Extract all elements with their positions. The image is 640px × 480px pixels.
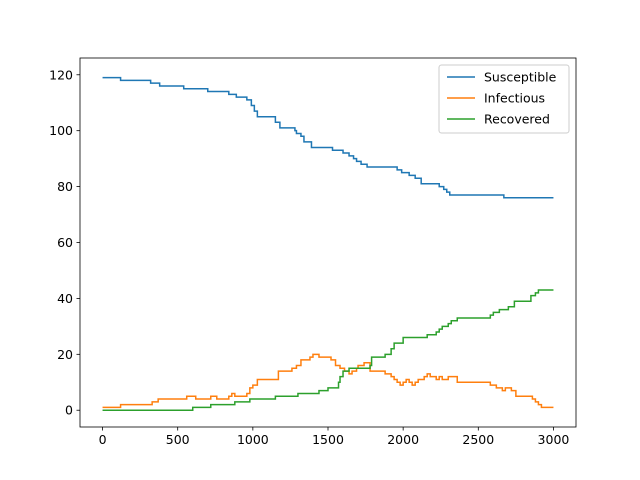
legend: Susceptible Infectious Recovered bbox=[438, 64, 570, 134]
legend-label-infectious: Infectious bbox=[484, 91, 545, 106]
x-tick-label: 2000 bbox=[387, 432, 419, 447]
axes: 0 500 1000 1500 2000 2500 3000 0 20 40 60 80 100 120 bbox=[49, 57, 577, 447]
y-tick-label: 120 bbox=[49, 67, 73, 82]
y-tick-label: 80 bbox=[57, 179, 73, 194]
y-tick-label: 20 bbox=[57, 347, 73, 362]
y-tick-label: 100 bbox=[49, 123, 73, 138]
x-tick-label: 500 bbox=[166, 432, 190, 447]
y-tick-label: 60 bbox=[57, 235, 73, 250]
series-line-susceptible bbox=[102, 76, 554, 199]
x-tick-label: 1000 bbox=[237, 432, 269, 447]
legend-label-susceptible: Susceptible bbox=[484, 70, 557, 85]
y-tick-label: 40 bbox=[57, 291, 73, 306]
series-line-infectious bbox=[102, 353, 554, 409]
x-tick-label: 1500 bbox=[312, 432, 344, 447]
legend-box bbox=[438, 64, 570, 134]
legend-label-recovered: Recovered bbox=[484, 112, 550, 127]
x-tick-label: 3000 bbox=[538, 432, 570, 447]
y-tick-label: 0 bbox=[65, 403, 73, 418]
x-tick-label: 0 bbox=[99, 432, 107, 447]
series-line-recovered bbox=[102, 289, 554, 411]
x-tick-label: 2500 bbox=[462, 432, 494, 447]
plot-area bbox=[102, 76, 554, 411]
